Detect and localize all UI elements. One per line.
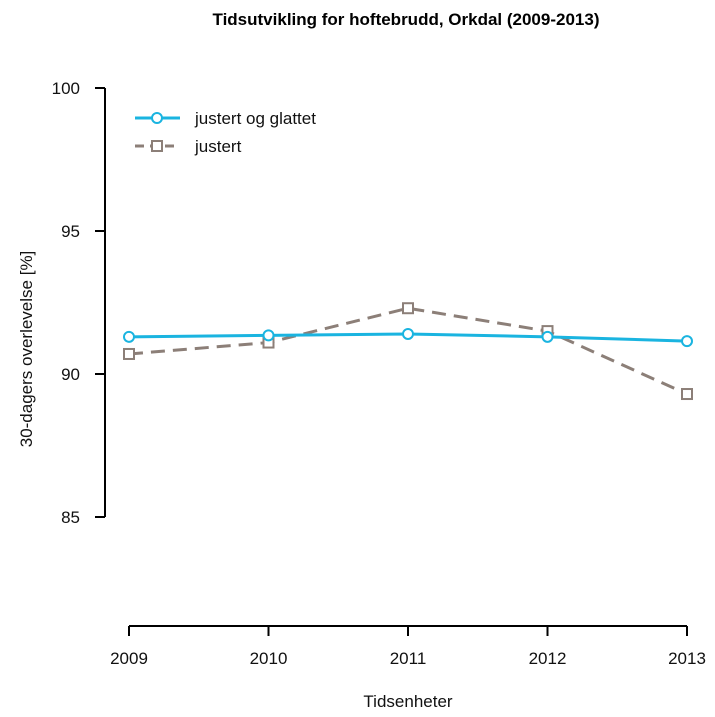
x-axis: 2009 2010 2011 2012 2013 — [110, 625, 706, 668]
legend-label-0: justert og glattet — [194, 109, 316, 128]
series-1-point-0 — [123, 347, 135, 360]
x-tick-label-4: 2013 — [668, 649, 706, 668]
series-1-point-2 — [402, 302, 414, 315]
x-tick-label-2: 2011 — [390, 649, 427, 668]
chart-title: Tidsutvikling for hoftebrudd, Orkdal (20… — [213, 10, 600, 29]
series-0-point-1 — [262, 329, 275, 342]
legend-marker-0 — [151, 112, 163, 124]
series-0-point-2 — [402, 327, 414, 340]
series-1-point-4 — [681, 388, 693, 401]
legend-label-1: justert — [194, 137, 242, 156]
series-layer — [123, 302, 693, 401]
legend: justert og glattet justert — [135, 109, 316, 156]
series-1 — [123, 302, 693, 401]
x-axis-label: Tidsenheter — [363, 692, 452, 711]
series-0-point-4 — [681, 335, 693, 348]
y-tick-label-2: 95 — [61, 222, 80, 241]
series-0-point-3 — [541, 330, 554, 343]
y-axis: 85 90 95 100 — [52, 79, 106, 527]
legend-entry-1: justert — [135, 137, 242, 156]
y-tick-label-3: 100 — [52, 79, 80, 98]
x-tick-label-0: 2009 — [110, 649, 148, 668]
series-0-point-0 — [123, 330, 135, 343]
legend-marker-1 — [151, 140, 163, 152]
series-0 — [123, 327, 693, 348]
y-tick-label-0: 85 — [61, 508, 80, 527]
y-tick-label-1: 90 — [61, 365, 80, 384]
x-tick-label-1: 2010 — [250, 649, 288, 668]
x-tick-label-3: 2012 — [529, 649, 567, 668]
series-line-1 — [128, 306, 688, 396]
legend-entry-0: justert og glattet — [135, 109, 316, 128]
y-axis-label: 30-dagers overlevelse [%] — [17, 251, 36, 448]
